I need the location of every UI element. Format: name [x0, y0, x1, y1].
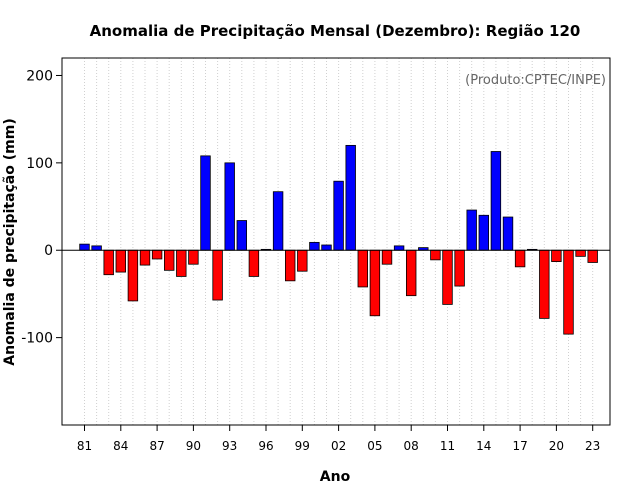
bar-2010 — [430, 249, 441, 261]
bar-2011 — [442, 249, 453, 305]
x-tick-label: 23 — [585, 439, 600, 453]
bar-2000 — [309, 241, 320, 251]
bar-2019 — [539, 249, 550, 319]
x-tick-label: 17 — [512, 439, 527, 453]
bar-2022 — [575, 249, 586, 257]
x-tick-label: 87 — [149, 439, 164, 453]
y-tick-label: 0 — [44, 243, 53, 259]
y-tick-label: 100 — [26, 156, 53, 172]
x-axis: 81 84 87 90 93 96 99 02 05 08 11 14 17 20 23 — [77, 425, 600, 453]
bar-1986 — [139, 249, 151, 266]
product-credit: (Produto:CPTEC/INPE) — [465, 73, 606, 88]
bar-2001 — [321, 244, 332, 251]
bar-1989 — [176, 249, 187, 277]
bar-2014 — [478, 214, 490, 251]
bar-1995 — [248, 249, 260, 277]
x-tick-label: 11 — [440, 439, 455, 453]
bar-1987 — [151, 249, 163, 260]
x-tick-label: 05 — [367, 439, 382, 453]
bar-2002 — [333, 180, 344, 251]
bar-1982 — [91, 245, 102, 251]
bar-1997 — [272, 191, 284, 251]
x-axis-label: Ano — [320, 469, 351, 485]
bar-2023 — [587, 249, 598, 263]
y-tick-label: 200 — [26, 68, 53, 84]
bar-1991 — [200, 155, 211, 251]
bar-2008 — [405, 249, 417, 297]
bar-1999 — [297, 249, 308, 272]
y-tick-label: -100 — [21, 331, 53, 347]
x-tick-label: 99 — [295, 439, 310, 453]
plot-frame — [61, 57, 611, 426]
x-tick-label: 02 — [331, 439, 346, 453]
bar-2006 — [381, 249, 393, 265]
bar-1994 — [236, 220, 248, 251]
bar-2015 — [490, 151, 502, 251]
x-tick-label: 14 — [476, 439, 491, 453]
x-tick-label: 81 — [77, 439, 92, 453]
chart-title: Anomalia de Precipitação Mensal (Dezembr… — [90, 22, 581, 40]
bar-2017 — [514, 249, 526, 268]
bar-2012 — [454, 249, 465, 287]
bar-1990 — [188, 249, 199, 265]
bar-1992 — [212, 249, 223, 301]
bar-2007 — [393, 245, 405, 251]
x-tick-label: 08 — [404, 439, 419, 453]
bar-1998 — [284, 249, 296, 282]
bar-1983 — [103, 249, 114, 276]
bar-1985 — [127, 249, 139, 302]
x-tick-label: 84 — [113, 439, 128, 453]
bar-2013 — [466, 209, 477, 251]
bar-2003 — [345, 144, 356, 251]
x-tick-label: 93 — [222, 439, 237, 453]
bar-1981 — [79, 243, 90, 251]
x-tick-label: 20 — [549, 439, 564, 453]
bar-1984 — [115, 249, 127, 273]
bars — [79, 144, 598, 335]
bar-2004 — [357, 249, 369, 288]
x-tick-label: 90 — [186, 439, 201, 453]
y-axis: -100 0 100 200 — [21, 68, 62, 347]
bar-2021 — [563, 249, 574, 335]
y-axis-label: Anomalia de precipitação (mm) — [2, 118, 18, 365]
bar-1993 — [224, 162, 235, 251]
bar-2005 — [369, 249, 381, 317]
bar-1988 — [163, 249, 175, 271]
bar-2016 — [502, 216, 514, 251]
x-tick-label: 96 — [258, 439, 273, 453]
bar-2020 — [551, 249, 562, 262]
